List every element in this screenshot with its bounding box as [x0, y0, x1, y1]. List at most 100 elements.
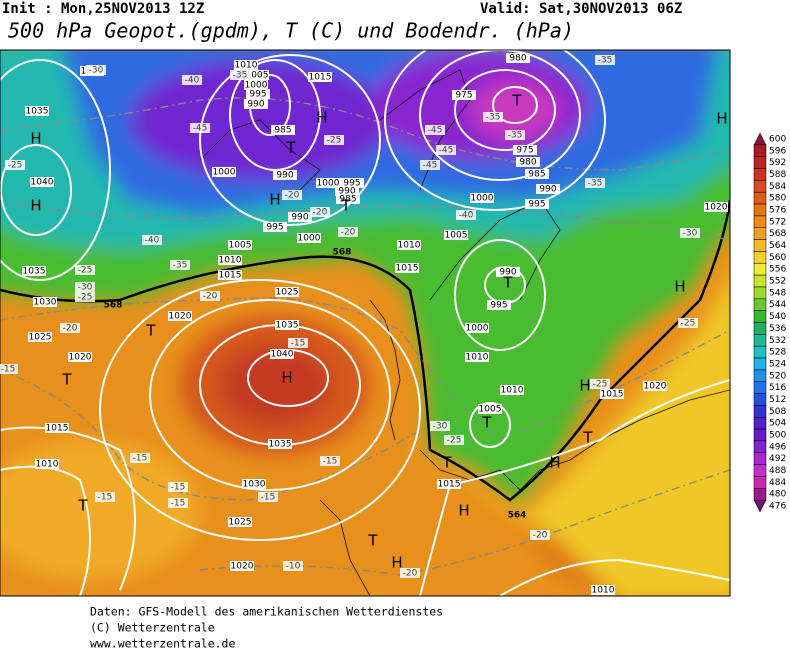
pressure-label-box [68, 352, 92, 362]
pressure-center: T [367, 532, 378, 550]
temperature-label-box [483, 112, 503, 122]
pressure-label-box [244, 80, 268, 90]
colorbar-label: 508 [769, 407, 786, 417]
pressure-label: 1010 [36, 460, 59, 470]
pressure-label: 1035 [26, 107, 49, 117]
temperature-label: -10 [286, 562, 301, 572]
pressure-label-box [500, 385, 524, 395]
temperature-label: -25 [78, 293, 93, 303]
pressure-center: H [549, 454, 560, 472]
isobar [0, 465, 91, 596]
temperature-label: -45 [428, 126, 443, 136]
pressure-label-box [536, 184, 560, 194]
colorbar-label: 584 [769, 182, 786, 192]
temperature-label: -35 [598, 56, 613, 66]
pressure-center: H [391, 554, 402, 572]
pressure-label: 1030 [243, 480, 266, 490]
colorbar-cell [753, 428, 767, 442]
pressure-label: 1000 [245, 81, 268, 91]
temperature-label: -35 [508, 131, 523, 141]
isobar [0, 144, 72, 236]
colorbar-label: 492 [769, 454, 786, 464]
colorbar-cell [753, 381, 767, 394]
pressure-center: H [30, 130, 41, 148]
temperature-label: -15 [171, 499, 186, 509]
temperature-label: -30 [683, 229, 698, 239]
temperature-label-box [142, 235, 162, 245]
colorbar-label: 576 [769, 205, 786, 215]
temperature-label: -45 [423, 161, 438, 171]
temperature-label-box [190, 123, 210, 133]
pressure-label-box [465, 323, 489, 333]
colorbar-cell [753, 215, 767, 228]
colorbar-cell [753, 263, 767, 276]
map-field [0, 50, 730, 596]
pressure-label: 1010 [501, 386, 524, 396]
temperature-label-box [678, 318, 698, 328]
pressure-label-box [245, 70, 269, 80]
pressure-label: 985 [274, 126, 291, 136]
pressure-label: 1010 [398, 241, 421, 251]
temperature-label-box [310, 207, 330, 217]
temperature-label: -25 [78, 266, 93, 276]
colorbar-cell [753, 322, 767, 335]
temperature-label-box [200, 291, 220, 301]
map-title: 500 hPa Geopot.(gpdm), T (C) und Bodendr… [8, 19, 574, 43]
height-label: 568 [104, 301, 123, 311]
pressure-label: 1015 [396, 264, 419, 274]
isobar [0, 59, 111, 281]
pressure-label: 995 [528, 200, 545, 210]
pressure-label-box [234, 60, 258, 70]
colorbar-cell [753, 144, 767, 157]
pressure-label-box [28, 332, 52, 342]
temperature-label: -25 [593, 380, 608, 390]
pressure-label-box [437, 479, 461, 489]
isobar [419, 50, 581, 181]
pressure-label: 990 [539, 185, 556, 195]
temperature-label-box [425, 125, 445, 135]
valid-time: Valid: Sat,30NOV2013 06Z [480, 1, 682, 17]
temperature-label: -45 [193, 124, 208, 134]
pressure-label-box [308, 72, 332, 82]
footer-line: (C) Wetterzentrale [90, 621, 215, 635]
pressure-label: 1010 [592, 586, 615, 596]
colorbar-label: 488 [769, 466, 786, 476]
colorbar-cell [753, 310, 767, 323]
pressure-label-box [600, 389, 624, 399]
isotherm [0, 297, 730, 441]
temperature-label-box [420, 160, 440, 170]
pressure-label-box [273, 170, 297, 180]
pressure-label-box [591, 585, 615, 595]
temperature-label: -30 [433, 422, 448, 432]
pressure-label: 1010 [219, 256, 242, 266]
pressure-label-box [444, 230, 468, 240]
colorbar-cell [753, 369, 767, 382]
temperature-label-box [324, 135, 344, 145]
colorbar-label: 524 [769, 359, 786, 369]
temperature-label-box [168, 482, 188, 492]
pressure-label: 990 [247, 100, 264, 110]
pressure-label: 1005 [229, 241, 252, 251]
pressure-label: 1000 [471, 194, 494, 204]
colorbar-label: 500 [769, 431, 786, 441]
colorbar-cell [753, 168, 767, 181]
temperature-label: -30 [89, 66, 104, 76]
pressure-center: H [30, 197, 41, 215]
pressure-label: 1025 [276, 288, 299, 298]
temperature-label-box [5, 160, 25, 170]
pressure-label-box [316, 178, 340, 188]
temperature-label: -15 [291, 339, 306, 349]
pressure-label: 980 [509, 54, 526, 64]
colorbar-cell [753, 440, 767, 454]
temperature-label: -25 [327, 136, 342, 146]
temperature-label-box [168, 498, 188, 508]
colorbar-cell [753, 180, 767, 193]
pressure-label-box [246, 89, 270, 99]
pressure-label: 975 [516, 146, 533, 156]
temperature-label: -15 [1, 365, 16, 375]
temperature-label-box [590, 379, 610, 389]
temperature-label-box [430, 421, 450, 431]
pressure-label: 1000 [213, 168, 236, 178]
field-yellow [400, 277, 730, 596]
